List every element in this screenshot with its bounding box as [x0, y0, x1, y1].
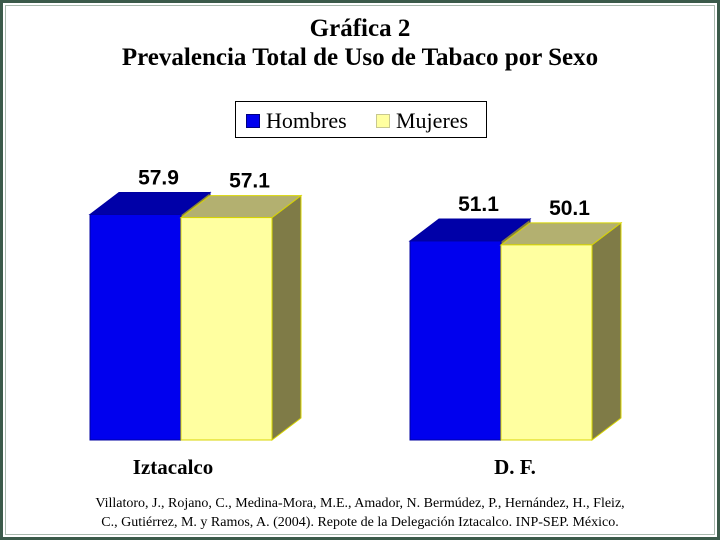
citation-line1: Villatoro, J., Rojano, C., Medina-Mora, …	[95, 496, 625, 511]
category-label-d-f: D. F.	[494, 455, 536, 479]
legend-item-hombres: Hombres	[246, 108, 347, 134]
legend-label-hombres: Hombres	[266, 108, 347, 133]
value-label-mujeres-iztacalco: 57.1	[229, 170, 270, 193]
chart-legend: Hombres Mujeres	[235, 101, 487, 138]
chart-title-line2: Prevalencia Total de Uso de Tabaco por S…	[121, 44, 599, 71]
chart-title: Gráfica 2 Prevalencia Total de Uso de Ta…	[0, 14, 720, 72]
source-citation: Villatoro, J., Rojano, C., Medina-Mora, …	[30, 494, 690, 532]
legend-swatch-mujeres	[376, 114, 390, 128]
legend-label-mujeres: Mujeres	[396, 108, 469, 133]
value-label-hombres-d-f: 51.1	[458, 193, 499, 216]
bar-mujeres-d-f	[500, 244, 593, 441]
bar-hombres-d-f	[409, 240, 502, 441]
citation-line2: C., Gutiérrez, M. y Ramos, A. (2004). Re…	[101, 515, 619, 530]
bar-mujeres-iztacalco	[180, 217, 273, 441]
value-label-mujeres-d-f: 50.1	[549, 197, 590, 220]
value-label-hombres-iztacalco: 57.9	[138, 166, 179, 189]
legend-swatch-hombres	[246, 114, 260, 128]
chart-title-line1: Gráfica 2	[309, 15, 411, 42]
bar-hombres-iztacalco	[89, 213, 182, 441]
category-label-iztacalco: Iztacalco	[133, 455, 213, 479]
bar-side-mujeres-iztacalco	[271, 194, 302, 442]
legend-item-mujeres: Mujeres	[376, 108, 468, 134]
bar-side-mujeres-d-f	[591, 221, 622, 442]
